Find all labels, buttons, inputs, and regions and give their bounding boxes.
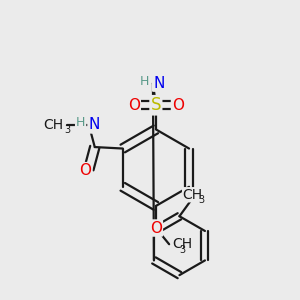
Text: CH: CH [183, 188, 203, 202]
Text: O: O [79, 163, 91, 178]
Text: N: N [88, 118, 100, 133]
Text: S: S [151, 96, 161, 114]
Text: H: H [140, 75, 149, 88]
Text: 3: 3 [179, 244, 186, 254]
Text: O: O [150, 220, 162, 236]
Text: 3: 3 [198, 195, 204, 205]
Text: O: O [128, 98, 140, 113]
Text: CH: CH [44, 118, 64, 132]
Text: H: H [76, 116, 85, 128]
Text: N: N [153, 76, 164, 91]
Text: O: O [172, 98, 184, 113]
Text: 3: 3 [64, 125, 70, 135]
Text: CH: CH [172, 237, 192, 251]
